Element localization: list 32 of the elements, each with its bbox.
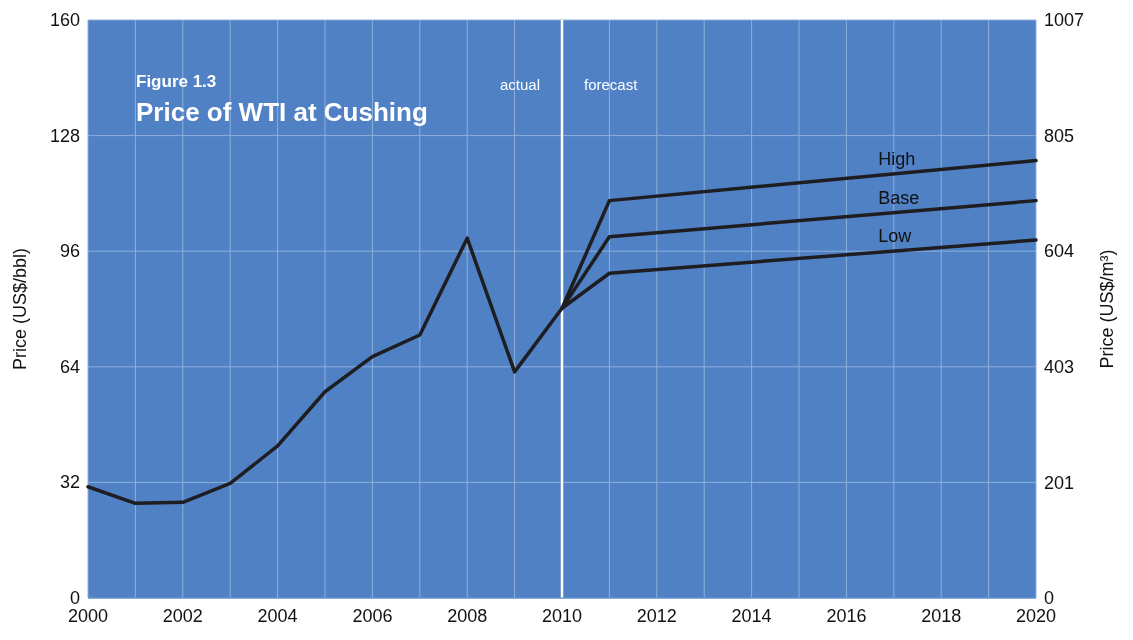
y-tick-label: 128 [49,125,80,146]
y-tick-label: 160 [49,10,80,30]
x-tick-label: 2016 [826,606,867,626]
text: Figure 1.3 [136,72,217,91]
y2-axis-title: Price (US$/m³) [1097,249,1117,369]
x-tick-label: 2000 [67,606,109,626]
y-axis-title: Price (US$/bbl) [10,247,30,371]
x-tick-label: 2008 [447,606,488,626]
y-tick-label: 96 [59,241,80,262]
x-tick-label: 2012 [636,606,677,626]
x-tick-label: 2002 [162,606,203,626]
x-tick-label: 2014 [731,606,772,626]
y2-tick-label: 201 [1044,472,1075,493]
text: Price of WTI at Cushing [136,97,428,127]
x-tick-label: 2018 [921,606,962,626]
y-tick-label: 64 [59,356,80,377]
y2-tick-label: 0 [1044,588,1055,608]
annotation: forecast [584,76,639,93]
annotation: actual [499,76,540,93]
y-tick-label: 0 [69,588,80,608]
y2-tick-label: 805 [1044,125,1075,146]
x-tick-label: 2004 [257,606,298,626]
series-label: Base [878,187,920,208]
x-tick-label: 2010 [541,606,583,626]
series-label: High [878,149,916,170]
y2-tick-label: 1007 [1044,10,1085,30]
x-tick-label: 2006 [352,606,393,626]
y-tick-label: 32 [59,472,80,493]
x-tick-label: 2020 [1015,606,1057,626]
y2-tick-label: 403 [1044,356,1075,377]
y2-tick-label: 604 [1044,241,1075,262]
series-label: Low [878,226,913,247]
